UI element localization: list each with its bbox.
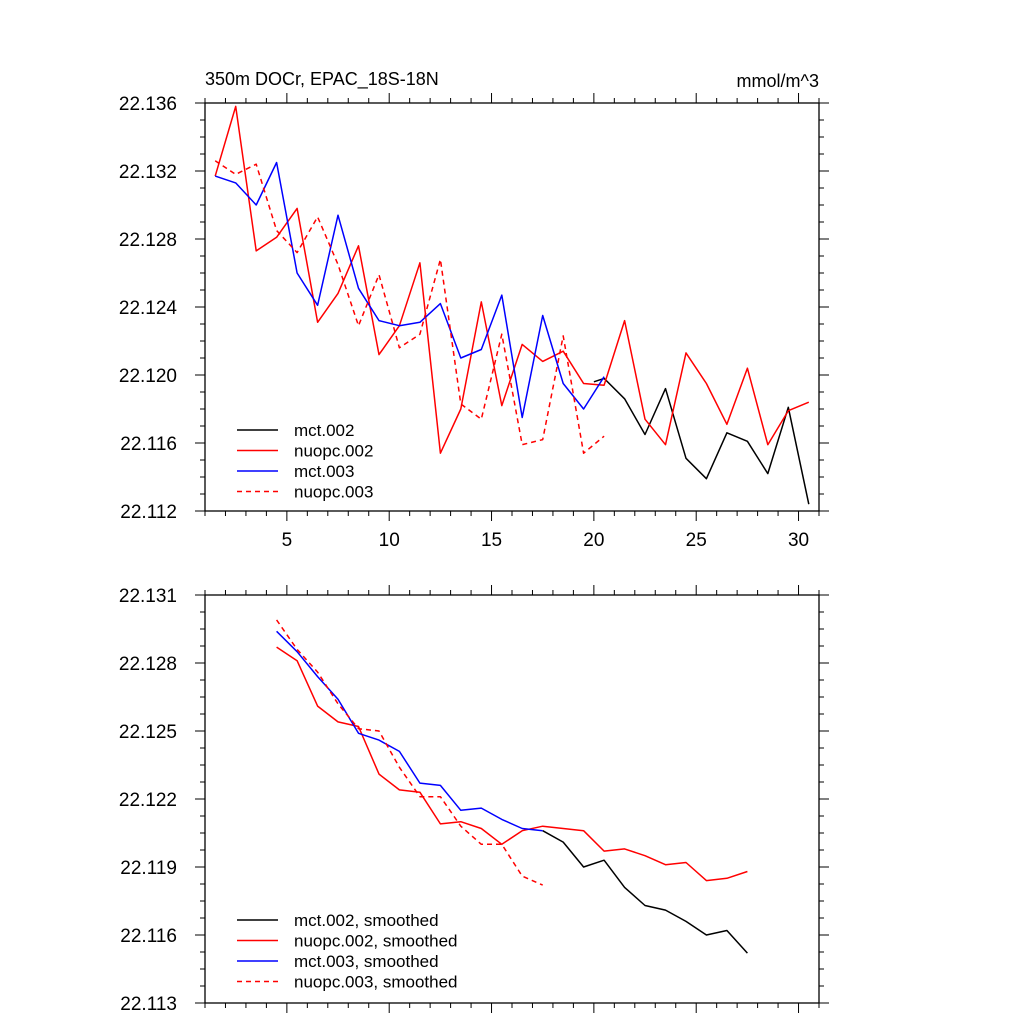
top-series-line-mct-003 [214,161,605,419]
top-chart-units: mmol/m^3 [737,71,819,91]
bottom-y-tick-label-2: 22.119 [120,858,177,879]
bottom-y-tick-label-5: 22.128 [119,654,177,675]
top-series-line-nuopc-003 [214,160,605,454]
top-legend-label-nuopc-003: nuopc.003 [294,483,373,502]
top-y-tick-label-3: 22.124 [119,298,178,319]
bottom-y-tick-label-0: 22.113 [120,994,177,1015]
top-x-tick-label-25: 25 [686,530,707,551]
top-chart-title: 350m DOCr, EPAC_18S-18N [205,69,439,90]
bottom-legend-label-mct-002-smoothed: mct.002, smoothed [294,911,439,930]
top-x-tick-label-10: 10 [379,530,400,551]
top-x-tick-label-30: 30 [788,530,809,551]
top-y-tick-label-2: 22.120 [119,366,177,387]
top-x-tick-label-20: 20 [583,530,604,551]
top-ticks: 5 10 15 20 25 30 22.112 22.116 22.120 22.124 22.12… [119,93,829,551]
top-y-tick-label-5: 22.132 [119,162,177,183]
top-legend-label-mct-002: mct.002 [294,421,354,440]
bottom-series-line-nuopc-002-smoothed [276,646,748,882]
top-legend-label-nuopc-002: nuopc.002 [294,442,373,461]
top-y-tick-label-1: 22.116 [120,434,177,455]
bottom-y-tick-label-4: 22.125 [119,722,177,743]
bottom-legend-label-mct-003-smoothed: mct.003, smoothed [294,952,439,971]
top-x-tick-label-15: 15 [481,530,502,551]
bottom-series-lines [275,619,748,954]
bottom-legend-label-nuopc-003-smoothed: nuopc.003, smoothed [294,973,458,992]
bottom-line-chart-panel: 22.113 22.116 22.119 22.122 22.125 22.128 22.1… [119,585,829,1015]
bottom-series-line-mct-003-smoothed [276,630,543,832]
bottom-y-tick-label-1: 22.116 [120,926,177,947]
bottom-y-tick-label-6: 22.131 [119,586,177,607]
bottom-series-line-nuopc-003-smoothed [275,619,544,886]
bottom-ticks: 22.113 22.116 22.119 22.122 22.125 22.128 22.1… [119,585,829,1015]
bottom-legend-label-nuopc-002-smoothed: nuopc.002, smoothed [294,932,458,951]
bottom-series-line-mct-002-smoothed [542,830,748,954]
bottom-y-tick-label-3: 22.122 [119,790,177,811]
bottom-legend: mct.002, smoothed nuopc.002, smoothedmct.… [237,911,458,992]
top-series-lines [214,105,810,505]
top-legend-label-mct-003: mct.003 [294,462,354,481]
top-x-tick-label-5: 5 [282,530,293,551]
top-y-tick-label-0: 22.112 [120,502,177,523]
top-y-tick-label-6: 22.136 [119,94,177,115]
top-y-tick-label-4: 22.128 [119,230,177,251]
top-series-line-nuopc-002 [214,105,810,454]
top-line-chart-panel: 350m DOCr, EPAC_18S-18N mmol/m^3 5 10 15 20… [119,69,829,551]
top-series-line-mct-002 [593,377,810,505]
